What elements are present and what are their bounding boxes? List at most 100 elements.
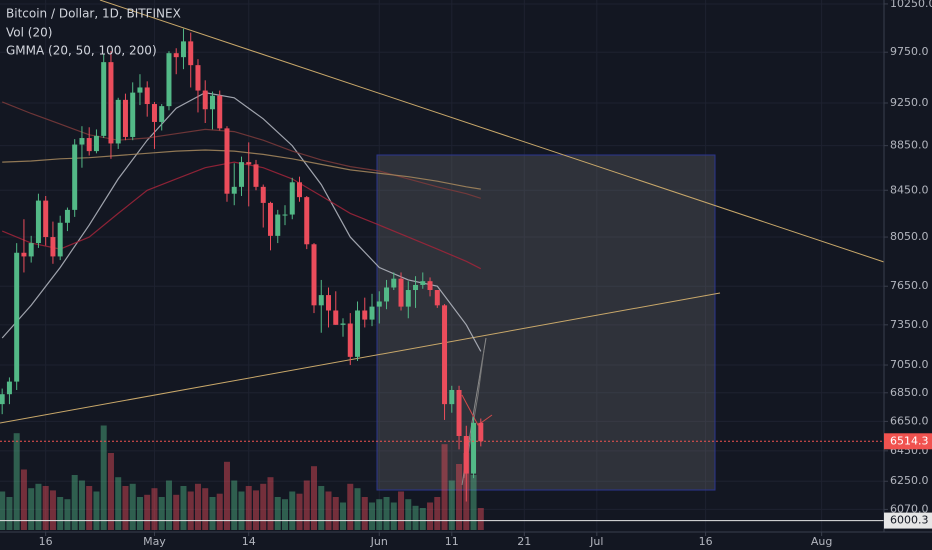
volume-bar (456, 464, 463, 530)
candle-body (173, 53, 179, 58)
volume-bar (434, 497, 441, 530)
candle-body (340, 323, 346, 325)
candle-body (21, 252, 27, 257)
volume-bar (252, 490, 259, 530)
candle-body (166, 53, 172, 107)
candle-body (384, 287, 390, 302)
candle-body (180, 41, 186, 58)
candle-body (224, 128, 230, 194)
candle-body (86, 138, 92, 152)
candle-body (14, 252, 20, 382)
y-tick-label: 7050.0 (890, 358, 929, 371)
candle-body (318, 295, 324, 306)
candle-body (50, 237, 56, 257)
candle-body (159, 106, 165, 122)
volume-bar (361, 497, 368, 530)
candle-body (64, 209, 70, 223)
candle-body (289, 182, 295, 215)
candle-body (231, 186, 237, 194)
volume-bar (267, 477, 274, 530)
volume-bar (470, 475, 477, 530)
price-tag-label: 6514.3 (890, 434, 929, 447)
legend-entry: Vol (20) (6, 26, 52, 40)
candle-body (362, 310, 368, 320)
volume-bar (158, 497, 165, 530)
candle-body (456, 389, 462, 437)
price-axis-bg (884, 0, 932, 550)
candle-body (405, 290, 411, 307)
range-box (376, 154, 716, 491)
candle-body (260, 186, 266, 203)
candle-body (6, 381, 12, 395)
volume-bar (35, 483, 42, 530)
candle-body (209, 95, 215, 110)
candle-body (195, 65, 201, 91)
volume-bar (13, 433, 20, 530)
candle-body (238, 162, 244, 187)
chart-title: Bitcoin / Dollar, 1D, BITFINEX (6, 7, 181, 21)
labels: Bitcoin / Dollar, 1D, BITFINEX Vol (20) … (6, 7, 181, 58)
candle-body (79, 138, 85, 145)
y-tick-label: 6850.0 (890, 386, 929, 399)
volume-bar (28, 488, 35, 530)
volume-bar (194, 483, 201, 530)
volume-bar (274, 497, 281, 530)
candle-body (427, 281, 433, 291)
volume-bar (238, 491, 245, 530)
volume-bar (187, 491, 194, 530)
candle-body (28, 243, 34, 257)
volume-bar (369, 502, 376, 530)
volume-bar (318, 486, 325, 530)
volume-bar (419, 508, 426, 530)
volume-bar (441, 444, 448, 530)
volume-bar (100, 425, 107, 530)
volume-bar (57, 497, 64, 530)
candle-body (246, 162, 252, 165)
candle-body (471, 422, 477, 474)
candle-body (420, 281, 426, 285)
x-tick-label: 21 (517, 535, 531, 548)
moving-average (1, 91, 482, 352)
volume-bar (115, 477, 122, 530)
price-tag (884, 512, 932, 529)
price-tag (884, 433, 932, 450)
candle-body (202, 90, 208, 110)
volume-bar (223, 461, 230, 530)
volume-bar (289, 491, 296, 530)
volume-bar (107, 453, 114, 530)
candle-body (253, 164, 259, 187)
volume-bar (477, 508, 484, 530)
candle-body (115, 99, 121, 144)
volume-bar (173, 494, 180, 530)
candle-body (108, 62, 114, 144)
volume-bar (71, 475, 78, 530)
volume-bar (390, 502, 397, 530)
x-tick-label: Aug (811, 535, 832, 548)
candle-body (275, 214, 281, 236)
x-tick-label: 16 (699, 535, 713, 548)
volume-bar (260, 483, 267, 530)
volume-bar (245, 486, 252, 530)
candle-body (311, 244, 317, 306)
volume-bar (202, 488, 209, 530)
volume-bar (20, 469, 27, 530)
candle-body (333, 310, 339, 325)
volume-bar (122, 486, 129, 530)
candle-body (413, 284, 419, 291)
y-tick-label: 7650.0 (890, 279, 929, 292)
candle-body (35, 200, 41, 244)
x-tick-label: 11 (445, 535, 459, 548)
volume-bar (354, 488, 361, 530)
volume-bar (311, 466, 318, 530)
x-tick-label: 14 (242, 535, 256, 548)
moving-average (1, 101, 481, 199)
volume-bar (151, 488, 158, 530)
time-axis-bg (0, 532, 932, 550)
volume-bar (332, 497, 339, 530)
volume-bar (427, 502, 434, 530)
candle-body (449, 389, 455, 405)
candle-body (347, 323, 353, 357)
